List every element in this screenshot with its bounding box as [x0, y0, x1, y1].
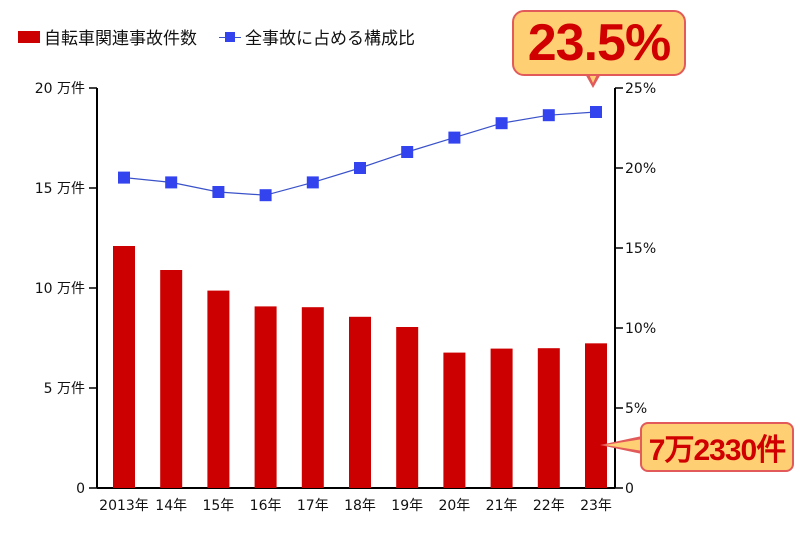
- x-tick-label: 20年: [438, 498, 470, 514]
- legend-swatch-bar: [18, 30, 40, 43]
- bar-accidents: [349, 316, 371, 488]
- callout-bottom-tail-fill: [605, 439, 643, 451]
- bar-accidents: [160, 270, 183, 488]
- y-right-tick-label: 20%: [625, 161, 656, 177]
- x-tick-label: 18年: [344, 498, 376, 514]
- y-right-tick-label: 15%: [625, 241, 656, 257]
- bar-accidents: [301, 307, 324, 488]
- y-left-tick-label: 5 万件: [44, 381, 85, 397]
- x-tick-label: 22年: [533, 498, 565, 514]
- point-share: [306, 176, 319, 189]
- point-share: [212, 186, 225, 198]
- y-left-tick-label: 15 万件: [35, 181, 85, 197]
- point-share: [354, 162, 366, 174]
- bar-accidents: [396, 327, 419, 488]
- legend-label-share: 全事故に占める構成比: [245, 29, 415, 49]
- x-tick-label: 2013年: [99, 498, 149, 514]
- callout-latest-count: 7万2330件: [640, 422, 794, 472]
- point-share: [401, 146, 414, 158]
- point-share: [259, 189, 272, 202]
- bar-accidents: [207, 290, 230, 488]
- y-left-tick-label: 0: [76, 481, 85, 497]
- x-tick-label: 21年: [486, 498, 518, 514]
- y-right-tick-label: 0: [625, 481, 634, 497]
- x-tick-label: 14年: [155, 498, 187, 514]
- line-share: [123, 111, 597, 196]
- bar-accidents: [113, 246, 135, 488]
- bar-accidents: [537, 348, 560, 488]
- y-right-tick-label: 25%: [625, 81, 656, 97]
- callout-latest-share: 23.5%: [512, 10, 686, 76]
- point-share: [165, 176, 178, 189]
- legend-item-share: 全事故に占める構成比: [219, 24, 415, 49]
- y-right-tick-label: 5%: [625, 401, 647, 417]
- point-share: [590, 106, 602, 118]
- point-share: [118, 171, 130, 184]
- x-tick-label: 15年: [202, 498, 234, 514]
- y-left-tick-label: 10 万件: [35, 281, 85, 297]
- x-tick-label: 19年: [391, 498, 423, 514]
- bar-accidents: [585, 343, 607, 488]
- bar-accidents: [443, 352, 466, 488]
- chart-legend: 自転車関連事故件数 全事故に占める構成比: [18, 24, 437, 49]
- x-tick-label: 23年: [580, 498, 612, 514]
- y-right-tick-label: 10%: [625, 321, 656, 337]
- bar-accidents: [254, 306, 277, 488]
- point-share: [495, 117, 508, 130]
- legend-item-accidents: 自転車関連事故件数: [18, 24, 197, 49]
- point-share: [448, 131, 461, 144]
- bar-accidents: [490, 348, 513, 488]
- y-left-tick-label: 20 万件: [35, 81, 85, 97]
- x-tick-label: 17年: [297, 498, 329, 514]
- x-tick-label: 16年: [250, 498, 282, 514]
- point-share: [542, 109, 555, 122]
- legend-label-accidents: 自転車関連事故件数: [44, 29, 197, 49]
- legend-swatch-line: [219, 31, 241, 43]
